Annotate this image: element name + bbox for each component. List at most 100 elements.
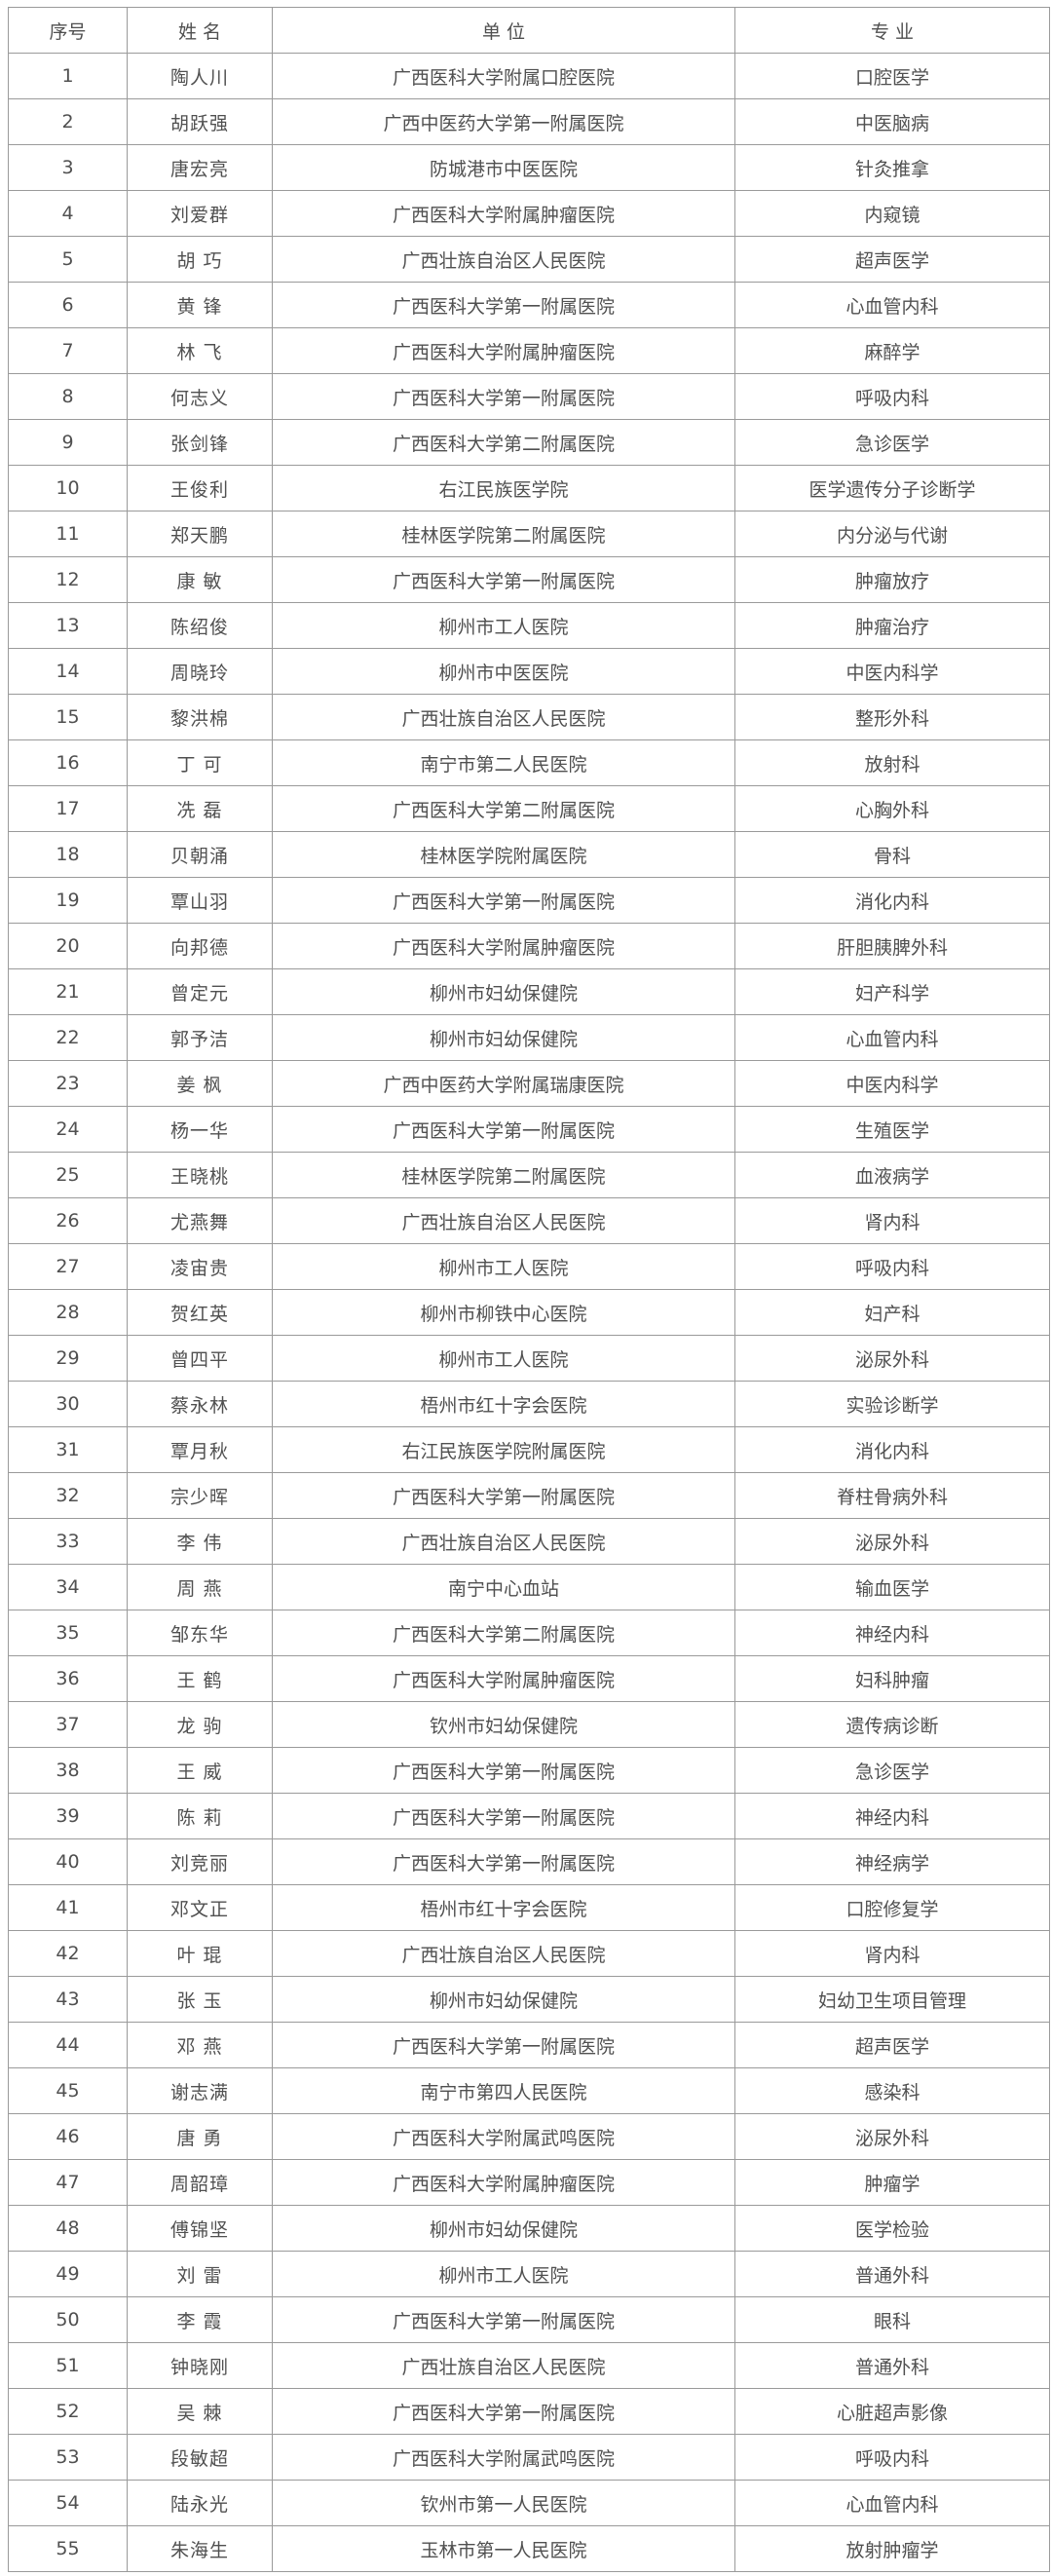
cell-unit: 广西医科大学附属肿瘤医院 xyxy=(272,327,735,374)
cell-index: 45 xyxy=(8,2067,128,2114)
cell-specialty: 心血管内科 xyxy=(734,2480,1050,2526)
cell-name: 贝朝涌 xyxy=(127,831,273,878)
cell-name: 丁 可 xyxy=(127,739,273,786)
cell-unit: 南宁市第二人民医院 xyxy=(272,739,735,786)
cell-unit: 广西壮族自治区人民医院 xyxy=(272,2342,735,2389)
cell-index: 37 xyxy=(8,1701,128,1748)
cell-specialty: 眼科 xyxy=(734,2296,1050,2343)
cell-name: 吴 棘 xyxy=(127,2388,273,2435)
cell-unit: 广西医科大学第一附属医院 xyxy=(272,877,735,924)
cell-unit: 广西医科大学第一附属医院 xyxy=(272,2296,735,2343)
cell-specialty: 肾内科 xyxy=(734,1930,1050,1977)
cell-name: 邓文正 xyxy=(127,1884,273,1931)
cell-unit: 右江民族医学院 xyxy=(272,465,735,511)
cell-name: 王 威 xyxy=(127,1747,273,1794)
cell-unit: 广西壮族自治区人民医院 xyxy=(272,1930,735,1977)
cell-specialty: 中医脑病 xyxy=(734,98,1050,145)
cell-index: 36 xyxy=(8,1655,128,1702)
cell-unit: 玉林市第一人民医院 xyxy=(272,2525,735,2572)
cell-unit: 柳州市柳铁中心医院 xyxy=(272,1289,735,1336)
cell-index: 54 xyxy=(8,2480,128,2526)
cell-specialty: 中医内科学 xyxy=(734,1060,1050,1107)
table-row: 32 宗少晖 广西医科大学第一附属医院 脊柱骨病外科 xyxy=(8,1472,1050,1519)
cell-index: 41 xyxy=(8,1884,128,1931)
cell-name: 刘竞丽 xyxy=(127,1838,273,1885)
cell-specialty: 医学检验 xyxy=(734,2205,1050,2252)
table-row: 9 张剑锋 广西医科大学第二附属医院 急诊医学 xyxy=(8,419,1050,466)
cell-name: 邹东华 xyxy=(127,1610,273,1656)
cell-name: 邓 燕 xyxy=(127,2022,273,2068)
cell-specialty: 急诊医学 xyxy=(734,419,1050,466)
cell-name: 钟晓刚 xyxy=(127,2342,273,2389)
cell-unit: 广西医科大学第一附属医院 xyxy=(272,2022,735,2068)
cell-unit: 广西医科大学附属肿瘤医院 xyxy=(272,1655,735,1702)
cell-index: 8 xyxy=(8,373,128,420)
table-body: 1 陶人川 广西医科大学附属口腔医院 口腔医学 2 胡跃强 广西中医药大学第一附属医院 中医脑… xyxy=(8,53,1050,2572)
cell-specialty: 放射肿瘤学 xyxy=(734,2525,1050,2572)
table-row: 18 贝朝涌 桂林医学院附属医院 骨科 xyxy=(8,831,1050,878)
cell-unit: 柳州市工人医院 xyxy=(272,1335,735,1382)
cell-name: 向邦德 xyxy=(127,923,273,969)
cell-unit: 柳州市妇幼保健院 xyxy=(272,2205,735,2252)
cell-unit: 柳州市工人医院 xyxy=(272,2251,735,2297)
cell-specialty: 普通外科 xyxy=(734,2342,1050,2389)
cell-unit: 柳州市中医医院 xyxy=(272,648,735,695)
cell-index: 15 xyxy=(8,694,128,740)
cell-unit: 柳州市工人医院 xyxy=(272,1243,735,1290)
table-row: 13 陈绍俊 柳州市工人医院 肿瘤治疗 xyxy=(8,602,1050,649)
cell-specialty: 心血管内科 xyxy=(734,1014,1050,1061)
table-row: 20 向邦德 广西医科大学附属肿瘤医院 肝胆胰脾外科 xyxy=(8,923,1050,969)
cell-index: 50 xyxy=(8,2296,128,2343)
cell-unit: 广西壮族自治区人民医院 xyxy=(272,1518,735,1565)
table-row: 16 丁 可南宁市第二人民医院 放射科 xyxy=(8,739,1050,786)
cell-unit: 广西医科大学附属武鸣医院 xyxy=(272,2434,735,2481)
cell-name: 蔡永林 xyxy=(127,1381,273,1427)
cell-index: 46 xyxy=(8,2113,128,2160)
cell-index: 10 xyxy=(8,465,128,511)
cell-specialty: 妇科肿瘤 xyxy=(734,1655,1050,1702)
cell-specialty: 呼吸内科 xyxy=(734,1243,1050,1290)
cell-specialty: 整形外科 xyxy=(734,694,1050,740)
cell-specialty: 妇产科学 xyxy=(734,968,1050,1015)
table-row: 21 曾定元 柳州市妇幼保健院 妇产科学 xyxy=(8,968,1050,1015)
cell-specialty: 呼吸内科 xyxy=(734,2434,1050,2481)
table-row: 53 段敏超 广西医科大学附属武鸣医院 呼吸内科 xyxy=(8,2434,1050,2481)
cell-index: 21 xyxy=(8,968,128,1015)
header-index: 序号 xyxy=(8,7,128,54)
cell-name: 王俊利 xyxy=(127,465,273,511)
cell-index: 47 xyxy=(8,2159,128,2206)
table-row: 45 谢志满 南宁市第四人民医院 感染科 xyxy=(8,2067,1050,2114)
cell-specialty: 针灸推拿 xyxy=(734,144,1050,191)
cell-index: 48 xyxy=(8,2205,128,2252)
table-row: 15 黎洪棉 广西壮族自治区人民医院 整形外科 xyxy=(8,694,1050,740)
cell-unit: 广西医科大学第一附属医院 xyxy=(272,1106,735,1153)
cell-specialty: 消化内科 xyxy=(734,1426,1050,1473)
table-row: 52 吴 棘广西医科大学第一附属医院 心脏超声影像 xyxy=(8,2388,1050,2435)
cell-specialty: 肿瘤放疗 xyxy=(734,556,1050,603)
cell-name: 胡跃强 xyxy=(127,98,273,145)
cell-index: 35 xyxy=(8,1610,128,1656)
cell-name: 陆永光 xyxy=(127,2480,273,2526)
cell-specialty: 生殖医学 xyxy=(734,1106,1050,1153)
cell-unit: 柳州市妇幼保健院 xyxy=(272,1976,735,2023)
cell-unit: 广西医科大学附属肿瘤医院 xyxy=(272,190,735,237)
cell-name: 凌宙贵 xyxy=(127,1243,273,1290)
table-row: 42 叶 琨广西壮族自治区人民医院 肾内科 xyxy=(8,1930,1050,1977)
cell-specialty: 口腔修复学 xyxy=(734,1884,1050,1931)
cell-specialty: 肿瘤治疗 xyxy=(734,602,1050,649)
cell-unit: 广西医科大学第一附属医院 xyxy=(272,1793,735,1839)
cell-index: 7 xyxy=(8,327,128,374)
cell-name: 林 飞 xyxy=(127,327,273,374)
cell-unit: 钦州市妇幼保健院 xyxy=(272,1701,735,1748)
cell-name: 尤燕舞 xyxy=(127,1197,273,1244)
table-row: 43 张 玉柳州市妇幼保健院 妇幼卫生项目管理 xyxy=(8,1976,1050,2023)
table-row: 12 康 敏广西医科大学第一附属医院 肿瘤放疗 xyxy=(8,556,1050,603)
cell-index: 17 xyxy=(8,785,128,832)
cell-index: 20 xyxy=(8,923,128,969)
cell-unit: 桂林医学院附属医院 xyxy=(272,831,735,878)
cell-index: 30 xyxy=(8,1381,128,1427)
cell-unit: 广西壮族自治区人民医院 xyxy=(272,236,735,283)
cell-specialty: 妇产科 xyxy=(734,1289,1050,1336)
table-row: 1 陶人川 广西医科大学附属口腔医院 口腔医学 xyxy=(8,53,1050,99)
cell-unit: 广西医科大学第二附属医院 xyxy=(272,1610,735,1656)
